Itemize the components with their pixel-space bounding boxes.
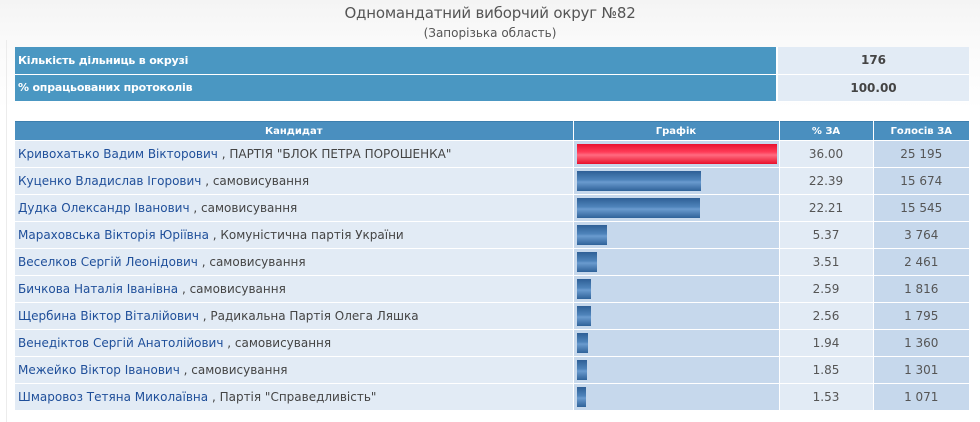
- chart-cell: [573, 248, 780, 276]
- chart-cell: [573, 221, 780, 249]
- votes-cell: 1 816: [873, 275, 969, 303]
- chart-cell: [573, 329, 780, 357]
- results-header-row: Кандидат Графік % ЗА Голосів ЗА: [15, 121, 969, 141]
- candidate-name[interactable]: Бичкова Наталія Іванівна: [18, 282, 179, 296]
- summary-row-stations: Кількість дільниць в окрузі 176: [15, 47, 969, 75]
- table-row: Шмаровоз Тетяна Миколаївна , Партія "Спр…: [15, 383, 969, 411]
- percent-cell: 22.21: [779, 194, 874, 222]
- candidate-name[interactable]: Венедіктов Сергій Анатолійович: [18, 336, 224, 350]
- chart-cell: [573, 194, 780, 222]
- summary-row-protocols: % опрацьованих протоколів 100.00: [15, 74, 969, 102]
- candidate-party: , самовисування: [197, 255, 306, 269]
- result-bar: [576, 279, 591, 299]
- result-bar: [576, 306, 591, 326]
- percent-cell: 1.85: [779, 356, 874, 384]
- percent-cell: 22.39: [779, 167, 874, 195]
- summary-label: Кількість дільниць в окрузі: [15, 47, 778, 75]
- result-bar: [576, 387, 586, 407]
- votes-cell: 1 071: [873, 383, 969, 411]
- chart-cell: [573, 167, 780, 195]
- candidate-cell: Венедіктов Сергій Анатолійович , самовис…: [15, 329, 574, 357]
- candidate-party: , самовисування: [189, 201, 298, 215]
- result-bar: [576, 144, 777, 164]
- chart-cell: [573, 140, 780, 168]
- candidate-party: , самовисування: [178, 282, 286, 296]
- result-bar: [576, 171, 701, 191]
- candidate-name[interactable]: Дудка Олександр Іванович: [18, 201, 190, 215]
- votes-cell: 3 764: [873, 221, 969, 249]
- table-row: Веселков Сергій Леонідович , самовисуван…: [15, 248, 969, 276]
- results-table: Кандидат Графік % ЗА Голосів ЗА Кривохат…: [15, 121, 969, 411]
- candidate-cell: Мараховська Вікторія Юріївна , Комуністи…: [15, 221, 574, 249]
- candidate-cell: Щербина Віктор Віталійович , Радикальна …: [15, 302, 574, 330]
- candidate-party: , Комуністична партія України: [208, 228, 404, 242]
- candidate-name[interactable]: Кривохатько Вадим Вікторович: [18, 147, 218, 161]
- candidate-name[interactable]: Межейко Віктор Іванович: [18, 363, 180, 377]
- candidate-name[interactable]: Шмаровоз Тетяна Миколаївна: [18, 390, 209, 404]
- candidate-cell: Межейко Віктор Іванович , самовисування: [15, 356, 574, 384]
- results-body: Кривохатько Вадим Вікторович , ПАРТІЯ "Б…: [15, 140, 969, 411]
- chart-cell: [573, 302, 780, 330]
- candidate-cell: Шмаровоз Тетяна Миколаївна , Партія "Спр…: [15, 383, 574, 411]
- result-bar: [576, 225, 607, 245]
- candidate-cell: Кривохатько Вадим Вікторович , ПАРТІЯ "Б…: [15, 140, 574, 168]
- chart-cell: [573, 356, 780, 384]
- left-divider: [6, 40, 7, 422]
- percent-cell: 1.94: [779, 329, 874, 357]
- result-bar: [576, 252, 597, 272]
- candidate-party: , самовисування: [201, 174, 310, 188]
- table-row: Куценко Владислав Ігорович , самовисуван…: [15, 167, 969, 195]
- page-subtitle: (Запорізька область): [423, 26, 557, 40]
- candidate-party: , ПАРТІЯ "БЛОК ПЕТРА ПОРОШЕНКА": [217, 147, 452, 161]
- table-row: Бичкова Наталія Іванівна , самовисування…: [15, 275, 969, 303]
- candidate-cell: Бичкова Наталія Іванівна , самовисування: [15, 275, 574, 303]
- result-bar: [576, 333, 588, 353]
- votes-cell: 1 360: [873, 329, 969, 357]
- votes-cell: 1 301: [873, 356, 969, 384]
- table-row: Кривохатько Вадим Вікторович , ПАРТІЯ "Б…: [15, 140, 969, 168]
- percent-cell: 2.59: [779, 275, 874, 303]
- table-row: Щербина Віктор Віталійович , Радикальна …: [15, 302, 969, 330]
- candidate-party: , Радикальна Партія Олега Ляшка: [198, 309, 419, 323]
- percent-cell: 5.37: [779, 221, 874, 249]
- candidate-name[interactable]: Веселков Сергій Леонідович: [18, 255, 198, 269]
- percent-cell: 1.53: [779, 383, 874, 411]
- candidate-party: , Партія "Справедливість": [208, 390, 377, 404]
- column-header-chart: Графік: [573, 121, 780, 141]
- candidate-cell: Дудка Олександр Іванович , самовисування: [15, 194, 574, 222]
- candidate-cell: Куценко Владислав Ігорович , самовисуван…: [15, 167, 574, 195]
- candidate-name[interactable]: Куценко Владислав Ігорович: [18, 174, 202, 188]
- percent-cell: 2.56: [779, 302, 874, 330]
- votes-cell: 2 461: [873, 248, 969, 276]
- votes-cell: 1 795: [873, 302, 969, 330]
- result-bar: [576, 360, 587, 380]
- chart-cell: [573, 383, 780, 411]
- votes-cell: 15 545: [873, 194, 969, 222]
- candidate-party: , самовисування: [223, 336, 332, 350]
- summary-value: 176: [777, 47, 969, 75]
- column-header-votes: Голосів ЗА: [873, 121, 969, 141]
- table-row: Дудка Олександр Іванович , самовисування…: [15, 194, 969, 222]
- table-row: Межейко Віктор Іванович , самовисування …: [15, 356, 969, 384]
- page-title: Одномандатний виборчий округ №82: [344, 4, 636, 22]
- candidate-party: , самовисування: [179, 363, 288, 377]
- votes-cell: 15 674: [873, 167, 969, 195]
- percent-cell: 36.00: [779, 140, 874, 168]
- table-row: Мараховська Вікторія Юріївна , Комуністи…: [15, 221, 969, 249]
- result-bar: [576, 198, 700, 218]
- percent-cell: 3.51: [779, 248, 874, 276]
- candidate-name[interactable]: Мараховська Вікторія Юріївна: [18, 228, 209, 242]
- column-header-percent: % ЗА: [779, 121, 874, 141]
- candidate-name[interactable]: Щербина Віктор Віталійович: [18, 309, 199, 323]
- column-header-candidate: Кандидат: [15, 121, 574, 141]
- table-row: Венедіктов Сергій Анатолійович , самовис…: [15, 329, 969, 357]
- summary-label: % опрацьованих протоколів: [15, 74, 778, 102]
- summary-table: Кількість дільниць в окрузі 176 % опраць…: [15, 47, 969, 102]
- votes-cell: 25 195: [873, 140, 969, 168]
- chart-cell: [573, 275, 780, 303]
- summary-value: 100.00: [777, 74, 969, 102]
- candidate-cell: Веселков Сергій Леонідович , самовисуван…: [15, 248, 574, 276]
